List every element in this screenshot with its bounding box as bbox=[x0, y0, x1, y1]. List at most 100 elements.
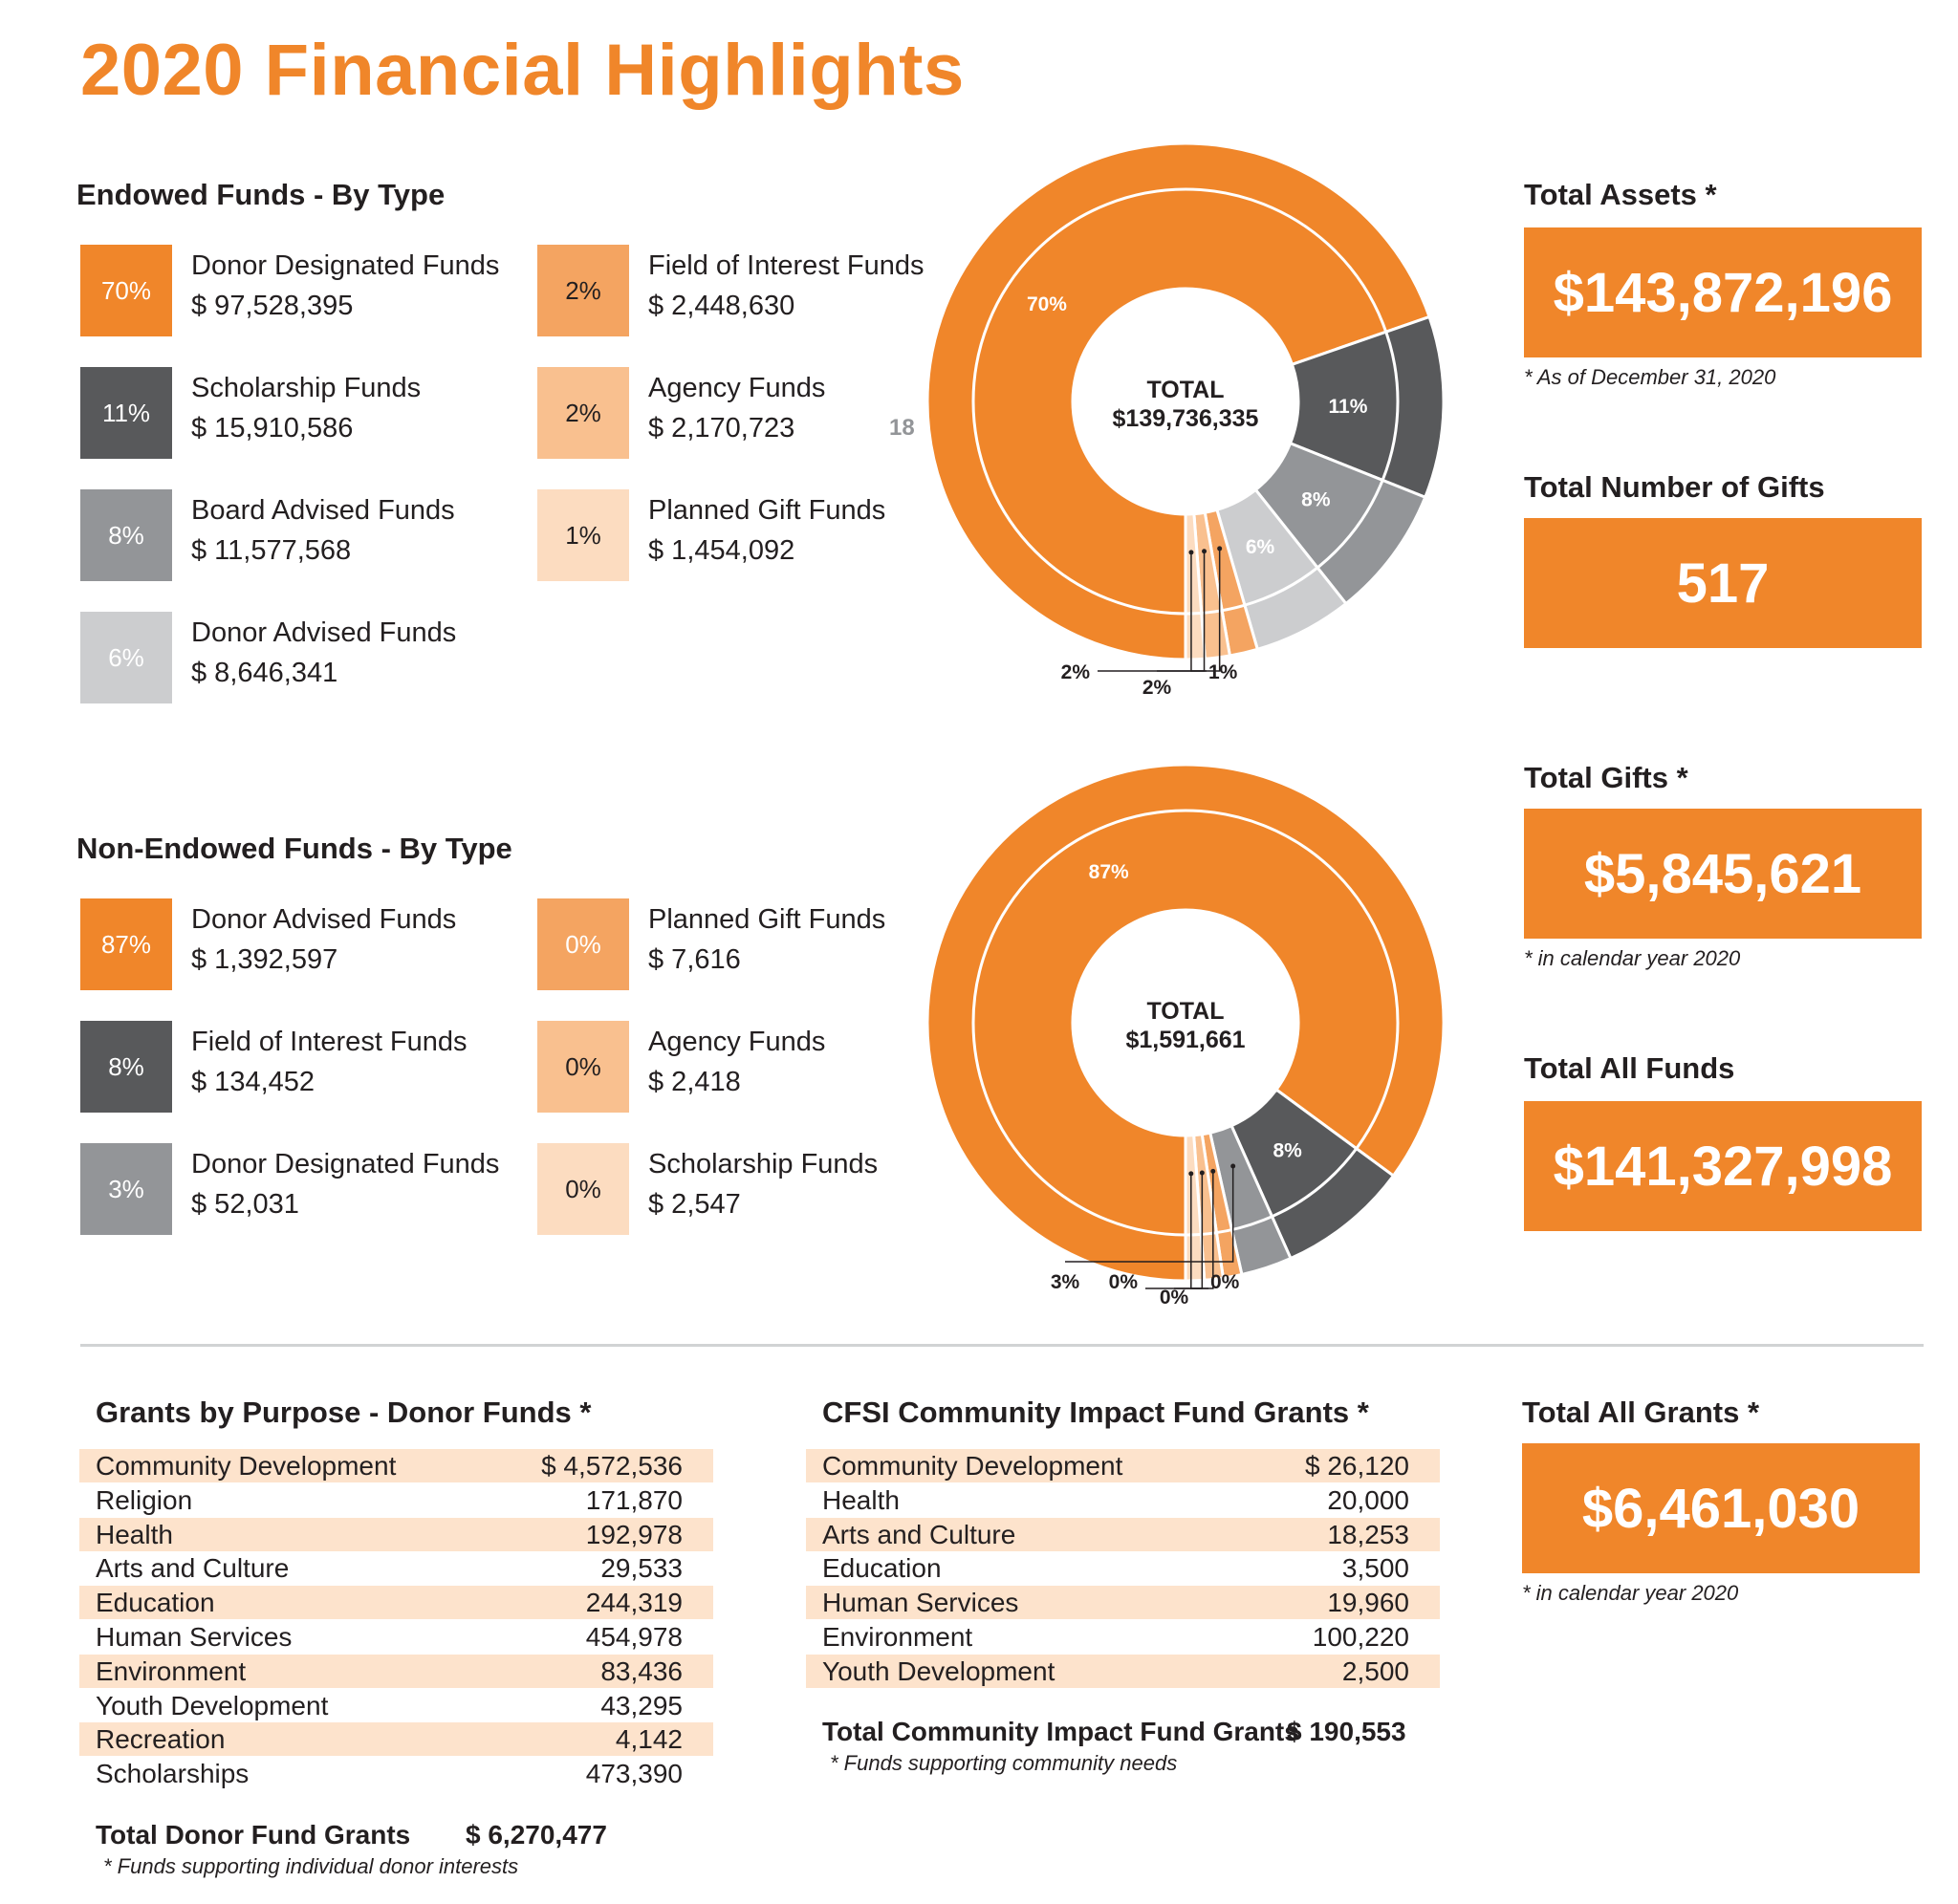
callout-line bbox=[1190, 552, 1207, 672]
legend-swatch: 8% bbox=[80, 489, 172, 581]
row-label: Education bbox=[96, 1588, 215, 1618]
legend-swatch: 1% bbox=[537, 489, 629, 581]
legend-note: 18 bbox=[889, 415, 915, 441]
table-row: Education 3,500 bbox=[806, 1551, 1440, 1585]
row-value: 244,319 bbox=[585, 1588, 683, 1618]
row-value: 100,220 bbox=[1312, 1622, 1409, 1652]
callout-dot bbox=[1188, 550, 1194, 555]
row-label: Human Services bbox=[96, 1622, 293, 1652]
grants-donor-heading: Grants by Purpose - Donor Funds * bbox=[96, 1396, 592, 1429]
table-row: Education 244,319 bbox=[79, 1586, 713, 1620]
donut-slice-scholarship-funds bbox=[1288, 314, 1446, 500]
legend-fund-amount: $ 11,577,568 bbox=[191, 535, 352, 566]
legend-fund-name: Field of Interest Funds bbox=[191, 1027, 468, 1057]
non-endowed-legend-item: 8% Field of Interest Funds $ 134,452 bbox=[80, 1021, 520, 1116]
donut-callout-label: 2% bbox=[1142, 677, 1172, 699]
endowed-legend-item: 8% Board Advised Funds $ 11,577,568 bbox=[80, 489, 520, 585]
row-value: 20,000 bbox=[1327, 1484, 1409, 1515]
endowed-legend-item: 70% Donor Designated Funds $ 97,528,395 bbox=[80, 245, 520, 340]
donut-center-label: TOTAL bbox=[1146, 377, 1224, 403]
row-label: Arts and Culture bbox=[96, 1553, 290, 1584]
row-value: $ 26,120 bbox=[1305, 1451, 1409, 1481]
row-value: 454,978 bbox=[585, 1622, 683, 1652]
legend-fund-amount: $ 2,418 bbox=[648, 1067, 741, 1097]
total-all-funds-value: $141,327,998 bbox=[1524, 1101, 1922, 1231]
total-all-grants-value: $6,461,030 bbox=[1522, 1443, 1920, 1573]
legend-fund-name: Scholarship Funds bbox=[648, 1149, 879, 1179]
legend-swatch: 3% bbox=[80, 1143, 172, 1235]
endowed-donut-chart: TOTAL$139,736,335 70% 11% 8% 6% 2% 2% 1% bbox=[925, 143, 1446, 699]
row-value: 29,533 bbox=[600, 1553, 683, 1584]
donut-center-value: $1,591,661 bbox=[1125, 1027, 1245, 1053]
grants-cfsi-total-label: Total Community Impact Fund Grants bbox=[822, 1717, 1299, 1746]
grants-donor-total-label: Total Donor Fund Grants bbox=[96, 1820, 411, 1850]
row-label: Environment bbox=[96, 1655, 247, 1686]
donut-center-label: TOTAL bbox=[1146, 998, 1224, 1025]
total-gifts-note: * in calendar year 2020 bbox=[1524, 946, 1741, 970]
non-endowed-legend-item: 0% Planned Gift Funds $ 7,616 bbox=[537, 898, 977, 994]
row-label: Scholarships bbox=[96, 1759, 250, 1789]
row-value: 3,500 bbox=[1341, 1553, 1409, 1584]
table-row: Youth Development 2,500 bbox=[806, 1654, 1440, 1688]
non-endowed-legend-item: 0% Agency Funds $ 2,418 bbox=[537, 1021, 977, 1116]
legend-fund-name: Agency Funds bbox=[648, 373, 826, 403]
row-label: Community Development bbox=[96, 1451, 397, 1481]
legend-fund-name: Donor Advised Funds bbox=[191, 617, 457, 648]
table-row: Arts and Culture 18,253 bbox=[806, 1517, 1440, 1551]
legend-fund-amount: $ 97,528,395 bbox=[191, 291, 354, 321]
donut-callout-label: 1% bbox=[1208, 661, 1238, 683]
legend-fund-name: Planned Gift Funds bbox=[648, 904, 886, 935]
donut-slice-label: 11% bbox=[1329, 396, 1368, 418]
grants-donor-total-value: $ 6,270,477 bbox=[466, 1820, 607, 1850]
legend-swatch: 87% bbox=[80, 898, 172, 990]
table-row: Scholarships 473,390 bbox=[79, 1757, 713, 1790]
table-row: Community Development $ 26,120 bbox=[806, 1449, 1440, 1482]
donut-slice-label: 6% bbox=[1246, 536, 1275, 558]
donut-callout-label: 0% bbox=[1210, 1271, 1240, 1293]
total-all-funds-heading: Total All Funds bbox=[1524, 1051, 1735, 1085]
total-gifts-heading: Total Gifts * bbox=[1524, 761, 1688, 794]
total-gifts-value: $5,845,621 bbox=[1524, 809, 1922, 939]
legend-fund-amount: $ 2,448,630 bbox=[648, 291, 795, 321]
donut-callout-label: 2% bbox=[1061, 661, 1091, 683]
row-value: 4,142 bbox=[615, 1724, 683, 1755]
endowed-legend-item: 2% Agency Funds $ 2,170,723 18 bbox=[537, 367, 977, 463]
non-endowed-legend-item: 0% Scholarship Funds $ 2,547 bbox=[537, 1143, 977, 1239]
total-gifts-count-value: 517 bbox=[1524, 518, 1922, 648]
donut-slice-donor-advised-funds bbox=[925, 765, 1446, 1283]
donut-slice-label: 8% bbox=[1273, 1139, 1302, 1161]
endowed-legend-item: 6% Donor Advised Funds $ 8,646,341 bbox=[80, 612, 520, 707]
row-label: Youth Development bbox=[822, 1655, 1055, 1686]
row-label: Health bbox=[822, 1484, 900, 1515]
total-assets-note: * As of December 31, 2020 bbox=[1524, 365, 1776, 389]
total-all-grants-note: * in calendar year 2020 bbox=[1522, 1581, 1739, 1605]
callout-dot bbox=[1199, 1170, 1205, 1176]
callout-line bbox=[1065, 1165, 1234, 1263]
legend-fund-name: Planned Gift Funds bbox=[648, 495, 886, 526]
legend-fund-amount: $ 2,170,723 bbox=[648, 413, 795, 444]
legend-fund-name: Donor Advised Funds bbox=[191, 904, 457, 935]
total-gifts-count-heading: Total Number of Gifts bbox=[1524, 470, 1825, 504]
legend-fund-amount: $ 134,452 bbox=[191, 1067, 315, 1097]
total-all-grants-heading: Total All Grants * bbox=[1522, 1396, 1760, 1429]
donut-slice-donor-designated-funds bbox=[925, 143, 1431, 661]
grants-cfsi-footnote: * Funds supporting community needs bbox=[830, 1751, 1178, 1775]
endowed-legend-item: 11% Scholarship Funds $ 15,910,586 bbox=[80, 367, 520, 463]
non-endowed-legend-item: 87% Donor Advised Funds $ 1,392,597 bbox=[80, 898, 520, 994]
legend-swatch: 0% bbox=[537, 898, 629, 990]
donut-center-value: $139,736,335 bbox=[1113, 405, 1259, 432]
row-label: Youth Development bbox=[96, 1690, 329, 1720]
table-row: Human Services 19,960 bbox=[806, 1586, 1440, 1620]
row-value: 171,870 bbox=[585, 1484, 683, 1515]
legend-fund-name: Field of Interest Funds bbox=[648, 250, 925, 281]
endowed-legend-item: 2% Field of Interest Funds $ 2,448,630 bbox=[537, 245, 977, 340]
section-divider bbox=[80, 1344, 1924, 1347]
row-label: Environment bbox=[822, 1622, 973, 1652]
donut-callout-label: 0% bbox=[1109, 1271, 1139, 1293]
donut-slice-label: 87% bbox=[1089, 861, 1129, 883]
callout-dot bbox=[1230, 1163, 1236, 1169]
donut-slice-label: 70% bbox=[1027, 293, 1067, 315]
row-value: 473,390 bbox=[585, 1759, 683, 1789]
grants-cfsi-total-value: $ 190,553 bbox=[1287, 1717, 1406, 1746]
callout-line bbox=[1098, 548, 1221, 672]
